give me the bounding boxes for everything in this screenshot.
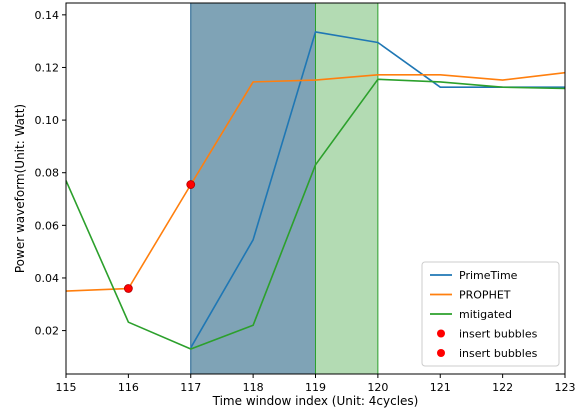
y-tick-label: 0.04 [35, 272, 60, 285]
y-axis-label: Power waveform(Unit: Watt) [13, 104, 27, 273]
legend-label: PrimeTime [459, 269, 518, 282]
insert-bubble-point-1 [123, 284, 133, 293]
x-tick-label: 123 [555, 381, 576, 394]
legend-label: insert bubbles [459, 347, 538, 360]
y-tick-label: 0.12 [35, 61, 60, 74]
x-tick-label: 118 [243, 381, 264, 394]
y-tick-label: 0.06 [35, 219, 60, 232]
y-tick-label: 0.08 [35, 167, 60, 180]
x-tick-label: 120 [367, 381, 388, 394]
series-lines [65, 31, 566, 350]
series-line-mitigated [65, 78, 566, 350]
y-tick-label: 0.02 [35, 325, 60, 338]
series-line-prophet [65, 71, 566, 292]
x-tick-label: 115 [56, 381, 77, 394]
x-axis-ticks: 115 116 117 118 119 120 121 122 123 [56, 374, 576, 394]
legend: PrimeTime PROPHET mitigated insert bubbles i… [421, 261, 560, 367]
shaded-region-2 [315, 2, 379, 375]
y-tick-label: 0.14 [35, 9, 60, 22]
x-axis-label: Time window index (Unit: 4cycles) [212, 394, 419, 408]
y-axis-ticks: 0.02 0.04 0.06 0.08 0.10 0.12 0.14 [35, 9, 66, 338]
x-tick-label: 117 [180, 381, 201, 394]
legend-label: mitigated [459, 308, 512, 321]
insert-bubble-point-2 [186, 180, 196, 189]
x-tick-label: 121 [430, 381, 451, 394]
legend-label: insert bubbles [459, 328, 538, 341]
x-tick-label: 122 [492, 381, 513, 394]
shaded-region-1 [190, 2, 316, 375]
insert-bubble-markers [123, 180, 196, 293]
legend-box [421, 261, 560, 367]
y-tick-label: 0.10 [35, 114, 60, 127]
shaded-regions [190, 2, 379, 375]
legend-swatch [437, 329, 445, 338]
legend-swatch [437, 349, 445, 357]
x-tick-label: 116 [118, 381, 139, 394]
x-tick-label: 119 [305, 381, 326, 394]
legend-label: PROPHET [459, 289, 511, 302]
